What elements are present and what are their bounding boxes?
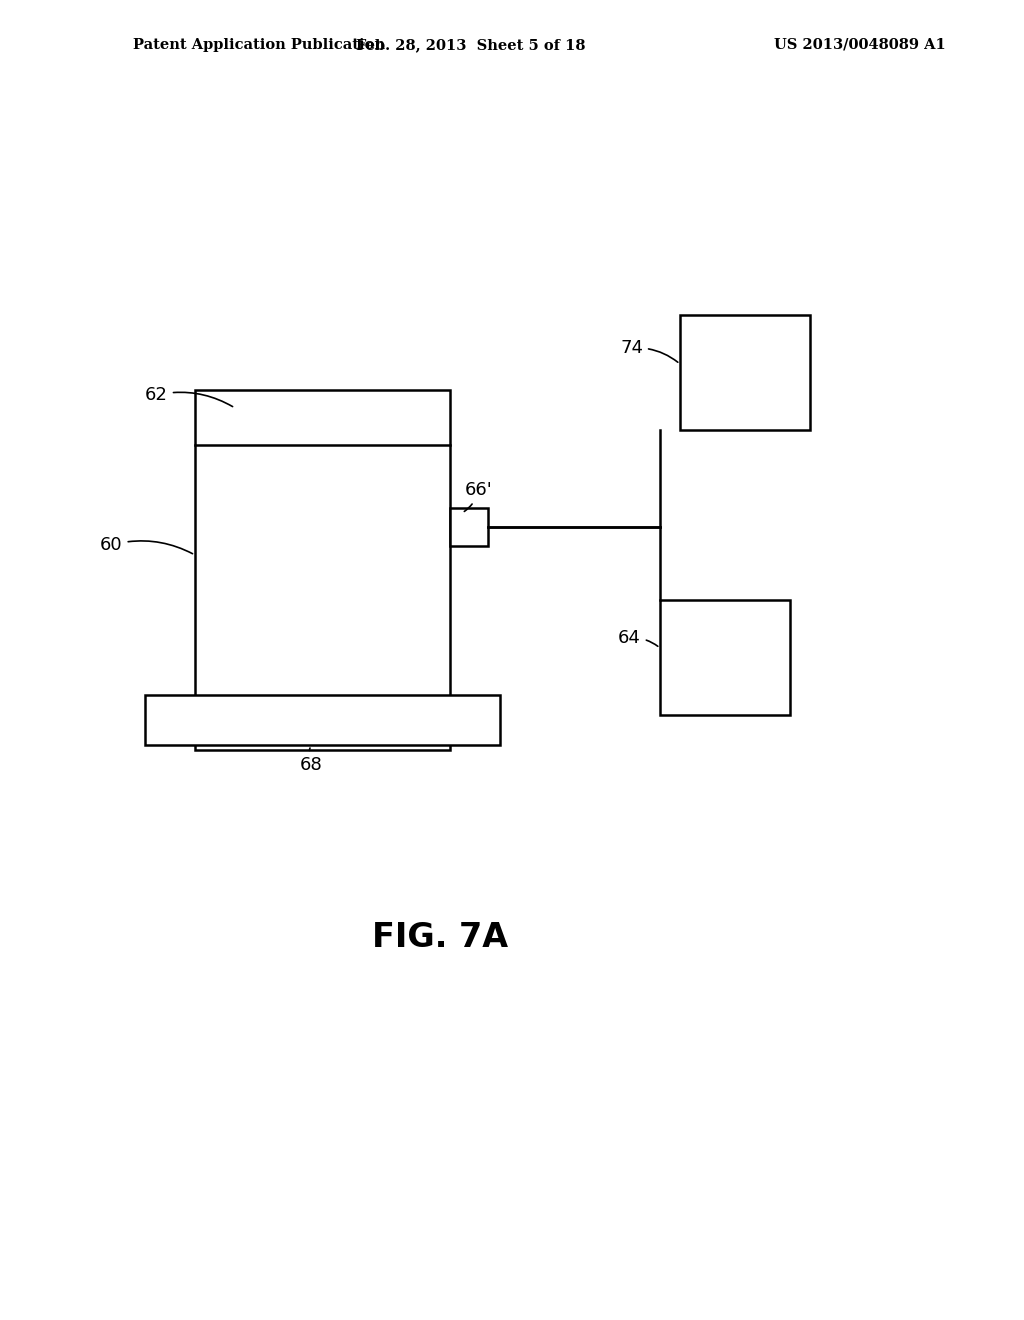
Bar xyxy=(195,389,450,750)
Bar xyxy=(450,508,488,546)
Text: 64: 64 xyxy=(618,630,657,647)
Text: 74: 74 xyxy=(620,339,678,362)
Text: 60: 60 xyxy=(100,536,193,554)
Bar xyxy=(660,601,790,715)
Text: 68: 68 xyxy=(300,748,323,774)
Text: Feb. 28, 2013  Sheet 5 of 18: Feb. 28, 2013 Sheet 5 of 18 xyxy=(356,38,586,51)
Text: US 2013/0048089 A1: US 2013/0048089 A1 xyxy=(774,38,946,51)
Bar xyxy=(680,315,810,430)
Text: Patent Application Publication: Patent Application Publication xyxy=(133,38,385,51)
Bar xyxy=(145,696,500,744)
Text: FIG. 7A: FIG. 7A xyxy=(373,921,508,953)
Text: 66': 66' xyxy=(464,480,493,511)
Text: 62: 62 xyxy=(145,385,232,407)
